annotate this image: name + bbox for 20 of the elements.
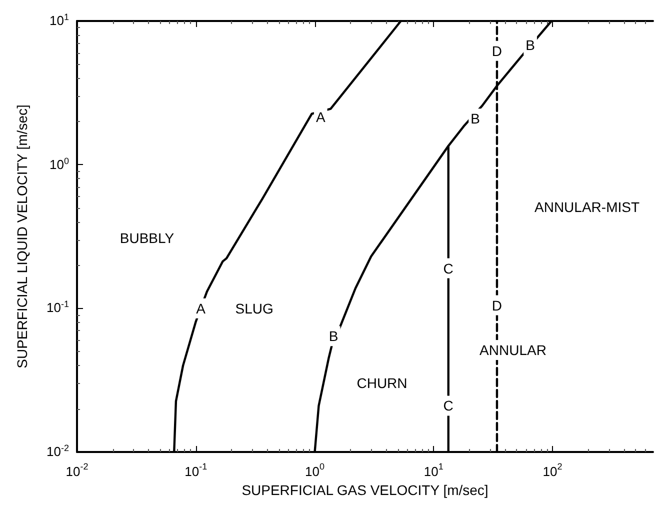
annotation: D xyxy=(492,42,502,59)
annotation: BUBBLY xyxy=(120,230,175,246)
annotation: B xyxy=(470,110,480,127)
y-tick-label: 10$^{-2}$ xyxy=(46,443,69,460)
annotation: ANNULAR xyxy=(480,342,546,358)
y-tick-label: 10$^{0}$ xyxy=(50,156,69,173)
annotation: C xyxy=(443,260,454,276)
annotation: A xyxy=(196,300,206,316)
y-axis-title: SUPERFICIAL LIQUID VELOCITY [m/sec] xyxy=(14,104,30,368)
annotation: A xyxy=(316,108,326,125)
annotation: B xyxy=(526,37,535,54)
annotation: D xyxy=(492,297,502,314)
annotation: SLUG xyxy=(235,300,274,316)
annotation: CHURN xyxy=(356,375,408,391)
x-axis-title: SUPERFICIAL GAS VELOCITY [m/sec] xyxy=(242,482,488,498)
y-tick-label: 10$^{1}$ xyxy=(50,12,69,29)
y-tick-label: 10$^{-1}$ xyxy=(46,299,69,316)
annotation: B xyxy=(328,328,338,344)
annotation: ANNULAR-MIST xyxy=(534,199,640,215)
annotation: C xyxy=(443,398,454,414)
